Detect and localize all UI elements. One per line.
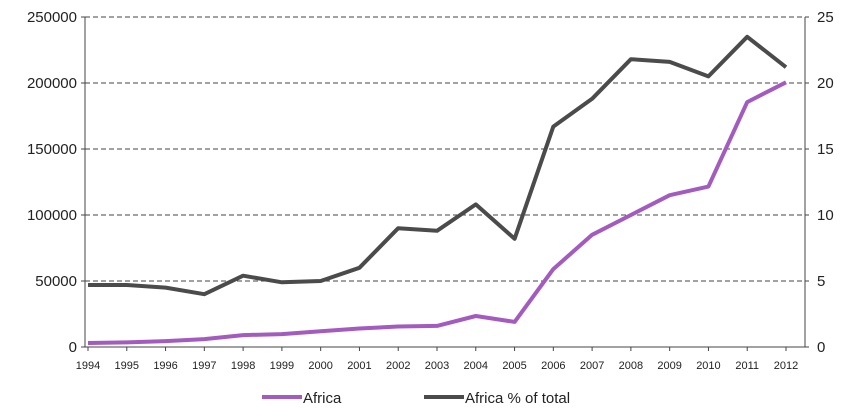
series-line-africa — [87, 80, 787, 345]
x-tick-label: 2012 — [774, 360, 798, 372]
x-tick-label: 2004 — [464, 360, 488, 372]
x-tick-label: 2000 — [308, 360, 332, 372]
y-left-tick-label: 150000 — [27, 141, 77, 158]
data-point — [357, 327, 361, 331]
legend-label: Africa % of total — [465, 390, 570, 407]
data-point — [125, 340, 129, 344]
y-right-tick-label: 20 — [817, 75, 834, 92]
data-point — [396, 226, 400, 230]
x-tick-label: 1998 — [231, 360, 255, 372]
data-point — [241, 333, 245, 337]
y-right-tick-label: 15 — [817, 141, 834, 158]
y-right-tick-label: 0 — [817, 339, 825, 356]
x-tick-label: 1995 — [115, 360, 139, 372]
data-point — [357, 266, 361, 270]
x-tick-label: 2005 — [502, 360, 526, 372]
x-tick-label: 2003 — [425, 360, 449, 372]
x-tick-label: 2001 — [347, 360, 371, 372]
x-tick-label: 1994 — [76, 360, 100, 372]
data-point — [590, 97, 594, 101]
y-left-tick-label: 200000 — [27, 75, 77, 92]
x-tick-label: 1996 — [153, 360, 177, 372]
data-point — [319, 329, 323, 333]
data-point — [551, 267, 555, 271]
data-point — [202, 337, 206, 341]
x-tick-label: 1999 — [270, 360, 294, 372]
x-tick-label: 2006 — [541, 360, 565, 372]
data-point — [629, 213, 633, 217]
x-tick-label: 2010 — [696, 360, 720, 372]
data-point — [86, 283, 90, 287]
data-point — [435, 324, 439, 328]
data-point — [164, 339, 168, 343]
data-point — [668, 60, 672, 64]
y-right-tick-label: 10 — [817, 207, 834, 224]
data-point — [668, 193, 672, 197]
data-point — [513, 237, 517, 241]
data-point — [706, 185, 710, 189]
data-point — [396, 325, 400, 329]
y-left-tick-label: 250000 — [27, 9, 77, 26]
y-left-tick-label: 0 — [69, 339, 77, 356]
data-point — [474, 314, 478, 318]
legend-label: Africa — [303, 390, 342, 407]
data-point — [784, 80, 788, 84]
data-point — [280, 332, 284, 336]
data-point — [86, 341, 90, 345]
data-point — [319, 279, 323, 283]
data-point — [784, 65, 788, 69]
x-tick-label: 2009 — [657, 360, 681, 372]
data-point — [125, 283, 129, 287]
y-left-tick-label: 100000 — [27, 207, 77, 224]
data-point — [745, 35, 749, 39]
data-point — [474, 202, 478, 206]
data-point — [202, 292, 206, 296]
y-left-tick-label: 50000 — [35, 273, 77, 290]
data-point — [435, 229, 439, 233]
data-point — [241, 274, 245, 278]
x-tick-label: 2011 — [735, 360, 759, 372]
data-point — [164, 286, 168, 290]
data-point — [551, 125, 555, 129]
data-point — [513, 320, 517, 324]
x-tick-label: 2007 — [580, 360, 604, 372]
data-point — [706, 74, 710, 78]
series-line-africa-pct-of-total — [88, 34, 788, 297]
x-tick-label: 1997 — [192, 360, 216, 372]
data-point — [590, 233, 594, 237]
x-tick-label: 2008 — [619, 360, 643, 372]
x-tick-label: 2002 — [386, 360, 410, 372]
data-point — [280, 280, 284, 284]
data-point — [745, 100, 749, 104]
y-right-tick-label: 25 — [817, 9, 834, 26]
y-right-tick-label: 5 — [817, 273, 825, 290]
data-point — [629, 57, 633, 61]
